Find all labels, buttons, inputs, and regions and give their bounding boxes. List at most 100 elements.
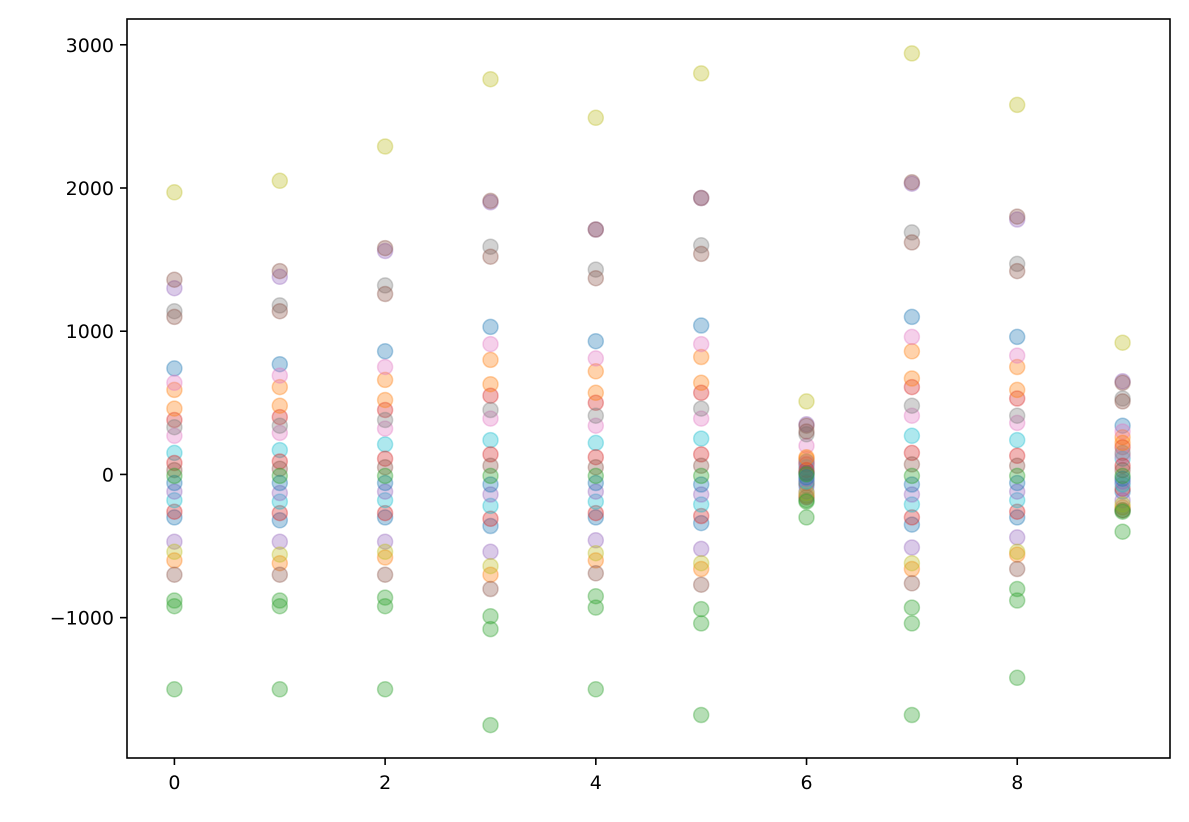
data-point (376, 277, 394, 294)
data-point (903, 370, 921, 387)
data-point (376, 549, 394, 566)
data-point (692, 576, 710, 593)
data-point (482, 580, 499, 598)
data-point (1008, 358, 1026, 376)
data-point (1114, 501, 1131, 519)
data-point (166, 400, 183, 417)
y-tick-label: −1000 (50, 608, 114, 630)
data-point (692, 467, 710, 485)
data-point (1114, 476, 1131, 493)
data-point (482, 387, 499, 404)
data-point (482, 467, 499, 485)
data-point (587, 459, 605, 476)
data-point (1114, 423, 1131, 440)
data-point (376, 483, 394, 500)
data-point (376, 467, 394, 485)
data-point (482, 510, 499, 528)
data-point (271, 172, 289, 190)
data-point (1114, 461, 1131, 479)
data-point (1008, 592, 1026, 609)
data-point (166, 474, 183, 492)
data-point (1114, 373, 1131, 390)
data-point (798, 477, 815, 495)
data-point (798, 426, 815, 443)
data-point (271, 297, 289, 314)
data-point (1008, 474, 1026, 492)
data-point (482, 620, 499, 638)
x-tick-label: 2 (379, 772, 391, 794)
data-point (1114, 523, 1131, 540)
data-point (271, 453, 289, 470)
data-point (482, 401, 499, 419)
data-point (482, 70, 499, 88)
data-point (482, 192, 499, 210)
data-point (1008, 407, 1026, 424)
data-point (1008, 483, 1026, 500)
data-point (587, 269, 605, 287)
data-point (376, 589, 394, 606)
data-point (587, 493, 605, 510)
data-point (587, 417, 605, 434)
data-point (166, 444, 183, 462)
data-point (903, 456, 921, 473)
data-point (903, 444, 921, 462)
data-point (166, 467, 183, 485)
data-point (1114, 499, 1131, 516)
data-point (166, 543, 183, 561)
data-point (482, 486, 499, 503)
data-point (482, 607, 499, 625)
data-point (798, 459, 815, 476)
data-point (482, 248, 499, 265)
data-point (166, 483, 183, 500)
data-point (376, 566, 394, 583)
data-point (798, 466, 815, 483)
data-point (376, 285, 394, 303)
data-point (903, 308, 921, 326)
data-point (1008, 543, 1026, 561)
data-point (166, 302, 183, 320)
data-point (1008, 431, 1026, 449)
data-point (798, 453, 815, 470)
data-point (1008, 457, 1026, 475)
data-point (271, 681, 289, 698)
data-point (166, 418, 183, 436)
data-point (376, 242, 394, 260)
data-point (271, 302, 289, 320)
data-point (376, 509, 394, 526)
data-point (271, 546, 289, 563)
data-point (166, 381, 183, 399)
data-point (166, 533, 183, 550)
data-point (271, 504, 289, 522)
x-tick-label: 4 (590, 772, 602, 794)
data-point (376, 459, 394, 476)
data-point (482, 410, 499, 427)
data-point (798, 461, 815, 479)
data-point (587, 544, 605, 562)
data-point (271, 441, 289, 459)
data-point (482, 566, 499, 583)
data-point (271, 262, 289, 280)
data-point (903, 174, 921, 191)
data-point (271, 417, 289, 434)
data-point (692, 430, 710, 447)
data-point (692, 410, 710, 427)
data-point (587, 332, 605, 350)
data-point (166, 454, 183, 472)
data-point (903, 496, 921, 513)
data-point (587, 221, 605, 238)
data-point (166, 491, 183, 509)
data-point (271, 355, 289, 373)
data-point (903, 427, 921, 445)
data-point (482, 446, 499, 463)
data-point (798, 491, 815, 509)
data-point (692, 540, 710, 558)
data-point (1008, 503, 1026, 520)
data-point (271, 493, 289, 510)
data-point (1114, 496, 1131, 513)
plot-frame (126, 18, 1171, 759)
data-point (903, 467, 921, 485)
data-point (1114, 457, 1131, 475)
data-point (903, 328, 921, 346)
data-point (692, 486, 710, 503)
